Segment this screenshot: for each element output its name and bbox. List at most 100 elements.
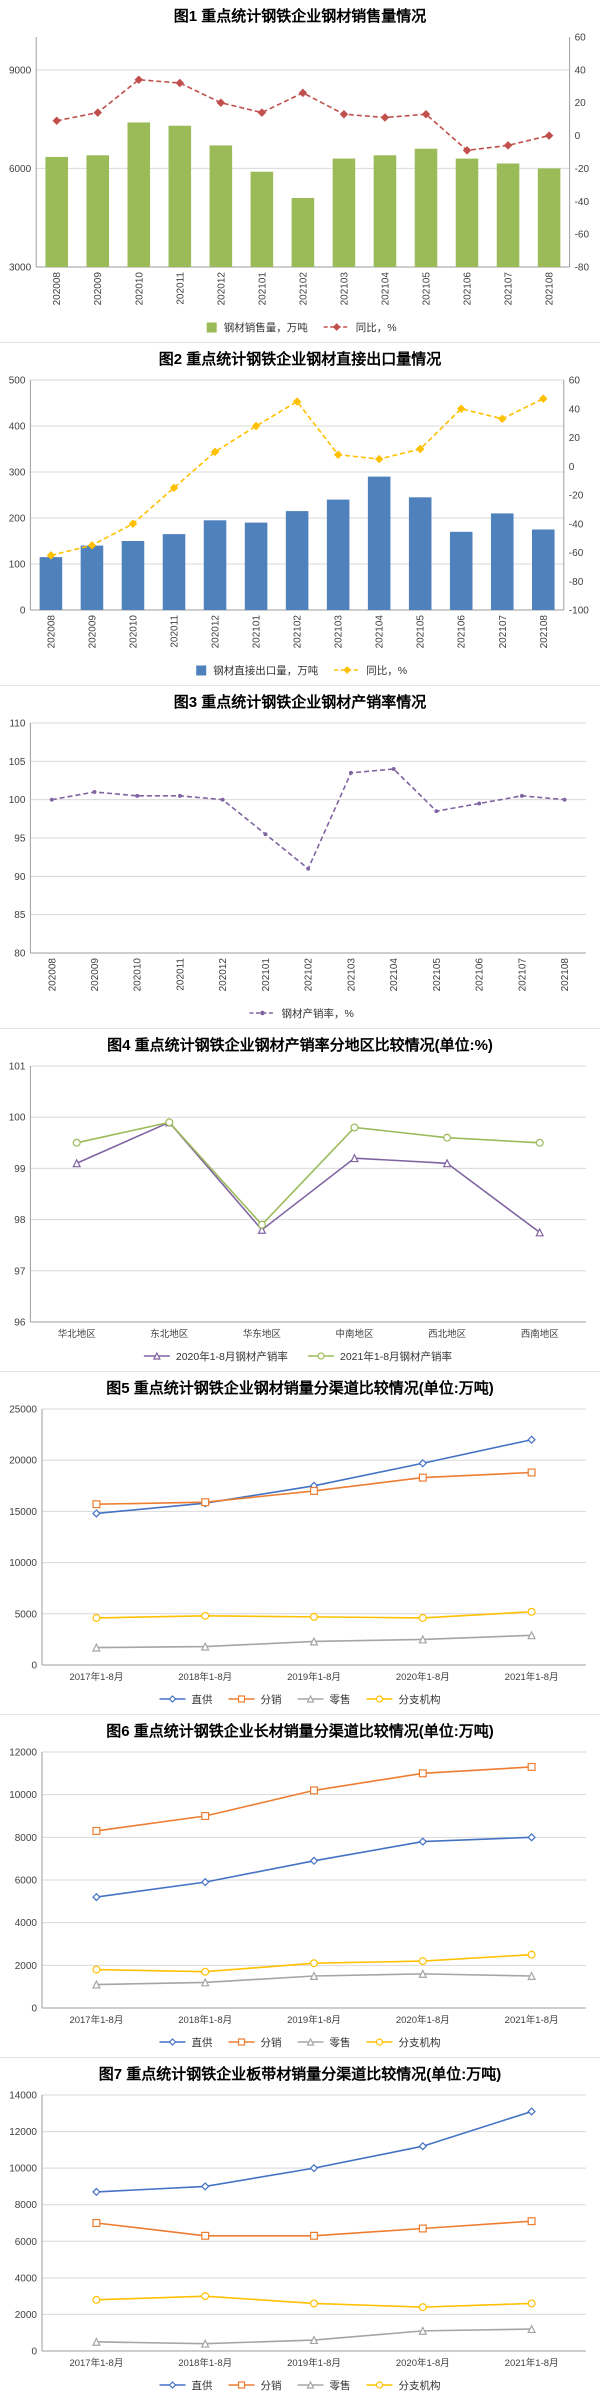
svg-text:2021年1-8月: 2021年1-8月 — [505, 1671, 559, 1683]
svg-text:零售: 零售 — [330, 1693, 351, 1706]
svg-text:0: 0 — [31, 1661, 37, 1672]
svg-text:14000: 14000 — [9, 2091, 37, 2102]
svg-text:分销: 分销 — [261, 1693, 282, 1706]
svg-text:202009: 202009 — [93, 272, 104, 306]
svg-text:3000: 3000 — [9, 263, 32, 274]
svg-text:202108: 202108 — [560, 958, 571, 992]
svg-text:202103: 202103 — [339, 272, 350, 306]
svg-text:300: 300 — [9, 468, 26, 479]
svg-text:5000: 5000 — [15, 1609, 38, 1620]
svg-text:95: 95 — [14, 834, 26, 845]
svg-text:40: 40 — [575, 65, 587, 76]
svg-text:10000: 10000 — [9, 1558, 37, 1569]
figure-6-section: 图6 重点统计钢铁企业长材销量分渠道比较情况(单位:万吨) 0 2000 4000 6… — [0, 1715, 600, 2058]
figure-5-title: 图5 重点统计钢铁企业钢材销量分渠道比较情况(单位:万吨) — [106, 1380, 494, 1397]
figure-7-chart: 0 2000 4000 6000 8000 10000 12000 14000 2017年1-8… — [9, 2091, 586, 2392]
svg-text:分销: 分销 — [261, 2379, 282, 2392]
svg-text:202107: 202107 — [517, 958, 528, 992]
svg-text:202105: 202105 — [432, 958, 443, 992]
svg-text:中南地区: 中南地区 — [335, 1328, 374, 1340]
figure-4-title: 图4 重点统计钢铁企业钢材产销率分地区比较情况(单位:%) — [107, 1037, 493, 1054]
figure-7-title: 图7 重点统计钢铁企业板带材销量分渠道比较情况(单位:万吨) — [98, 2066, 502, 2083]
svg-text:10000: 10000 — [9, 2164, 37, 2175]
svg-text:202107: 202107 — [498, 615, 509, 649]
svg-text:202010: 202010 — [133, 958, 144, 992]
svg-text:2019年1-8月: 2019年1-8月 — [287, 2014, 341, 2026]
svg-text:6000: 6000 — [15, 2237, 38, 2248]
svg-text:60: 60 — [569, 376, 581, 387]
svg-text:100: 100 — [9, 1113, 26, 1124]
svg-text:直供: 直供 — [192, 2379, 213, 2392]
svg-text:202102: 202102 — [298, 272, 309, 306]
figure-2-title: 图2 重点统计钢铁企业钢材直接出口量情况 — [158, 351, 442, 368]
svg-text:2019年1-8月: 2019年1-8月 — [287, 1671, 341, 1683]
svg-text:2017年1-8月: 2017年1-8月 — [69, 2014, 123, 2026]
svg-text:20: 20 — [575, 98, 587, 109]
svg-text:-60: -60 — [575, 230, 590, 241]
svg-text:2020年1-8月钢材产销率: 2020年1-8月钢材产销率 — [176, 1350, 288, 1363]
svg-text:202108: 202108 — [539, 615, 550, 649]
figure-2-section: 图2 重点统计钢铁企业钢材直接出口量情况 0 100 200 300 400 500 -10… — [0, 343, 600, 686]
svg-text:40: 40 — [569, 404, 581, 415]
svg-text:110: 110 — [9, 719, 25, 730]
svg-text:202012: 202012 — [216, 272, 227, 306]
svg-text:2019年1-8月: 2019年1-8月 — [287, 2357, 341, 2369]
svg-text:2021年1-8月: 2021年1-8月 — [505, 2357, 559, 2369]
svg-text:零售: 零售 — [330, 2036, 351, 2049]
svg-text:6000: 6000 — [15, 1876, 38, 1887]
svg-text:10000: 10000 — [9, 1790, 37, 1801]
svg-text:202103: 202103 — [334, 615, 345, 649]
svg-text:2020年1-8月: 2020年1-8月 — [396, 2357, 450, 2369]
svg-text:202101: 202101 — [261, 958, 272, 992]
svg-text:0: 0 — [31, 2004, 37, 2015]
svg-text:105: 105 — [9, 757, 26, 768]
svg-text:-100: -100 — [569, 606, 589, 617]
svg-text:4000: 4000 — [15, 2273, 38, 2284]
svg-text:202104: 202104 — [375, 615, 386, 649]
svg-text:同比，%: 同比，% — [356, 321, 397, 334]
svg-text:100: 100 — [9, 795, 26, 806]
svg-text:202008: 202008 — [47, 958, 58, 992]
svg-text:12000: 12000 — [9, 1748, 37, 1759]
figure-2-chart: 0 100 200 300 400 500 -100 -80 -60 -40 -20 0 20 40 60 2… — [9, 376, 590, 678]
svg-text:2018年1-8月: 2018年1-8月 — [178, 1671, 232, 1683]
svg-text:2000: 2000 — [15, 1961, 38, 1972]
figure-6-title: 图6 重点统计钢铁企业长材销量分渠道比较情况(单位:万吨) — [106, 1723, 494, 1740]
svg-text:零售: 零售 — [330, 2379, 351, 2392]
figure-3-title: 图3 重点统计钢铁企业钢材产销率情况 — [173, 694, 427, 711]
svg-text:0: 0 — [20, 606, 26, 617]
svg-text:钢材产销率，%: 钢材产销率，% — [281, 1007, 353, 1020]
svg-text:-20: -20 — [575, 164, 590, 175]
figure-1-title: 图1 重点统计钢铁企业钢材销售量情况 — [173, 8, 427, 25]
svg-text:20000: 20000 — [9, 1456, 37, 1467]
svg-text:202107: 202107 — [504, 272, 515, 306]
svg-text:202106: 202106 — [457, 615, 468, 649]
svg-text:直供: 直供 — [192, 2036, 213, 2049]
svg-text:分支机构: 分支机构 — [399, 2036, 441, 2049]
svg-text:90: 90 — [14, 872, 26, 883]
figure-5-section: 图5 重点统计钢铁企业钢材销量分渠道比较情况(单位:万吨) 0 5000 10000… — [0, 1372, 600, 1715]
svg-text:202102: 202102 — [293, 615, 304, 649]
svg-text:直供: 直供 — [192, 1693, 213, 1706]
figure-6-chart: 0 2000 4000 6000 8000 10000 12000 2017年1-8月 2018… — [9, 1748, 586, 2049]
svg-text:202101: 202101 — [257, 272, 268, 306]
svg-text:东北地区: 东北地区 — [150, 1328, 189, 1340]
svg-text:2020年1-8月: 2020年1-8月 — [396, 2014, 450, 2026]
svg-text:-60: -60 — [569, 548, 584, 559]
svg-text:2021年1-8月: 2021年1-8月 — [505, 2014, 559, 2026]
svg-text:202105: 202105 — [421, 272, 432, 306]
svg-text:202011: 202011 — [175, 958, 186, 991]
svg-text:8000: 8000 — [15, 2200, 38, 2211]
svg-text:西北地区: 西北地区 — [428, 1328, 467, 1340]
figure-1-chart: 3000 6000 9000 -80 -60 -40 -20 0 20 40 60 202008 202… — [9, 33, 590, 335]
svg-text:500: 500 — [9, 376, 26, 387]
svg-text:2017年1-8月: 2017年1-8月 — [69, 1671, 123, 1683]
svg-text:202010: 202010 — [128, 615, 139, 649]
figure-4-chart: 96 97 98 99 100 101 华北地区 东北地区 华东地区 中南地区 西北地区 西南地区 20… — [9, 1062, 586, 1363]
svg-text:0: 0 — [569, 462, 575, 473]
figure-4-section: 图4 重点统计钢铁企业钢材产销率分地区比较情况(单位:%) 96 97 98 99 10… — [0, 1029, 600, 1372]
figure-5-chart: 0 5000 10000 15000 20000 25000 2017年1-8月 2018年1… — [9, 1405, 586, 1706]
svg-text:85: 85 — [14, 910, 26, 921]
svg-text:-80: -80 — [575, 263, 590, 274]
